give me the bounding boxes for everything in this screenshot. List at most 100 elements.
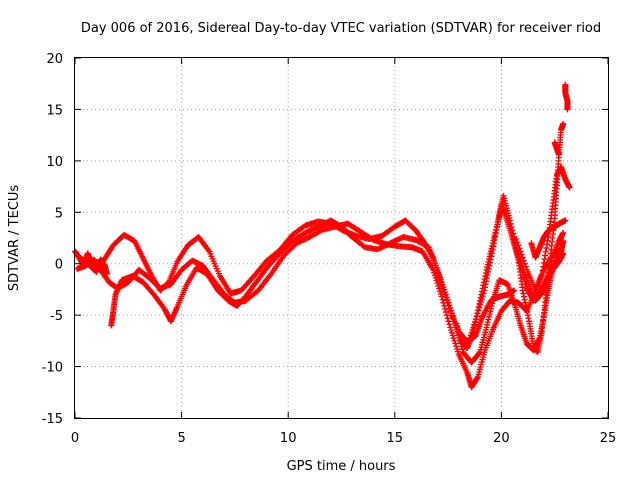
- data-point: [560, 229, 567, 236]
- y-tick-label: 0: [55, 258, 63, 273]
- data-point: [448, 310, 455, 317]
- data-point: [474, 310, 481, 317]
- data-point: [518, 251, 525, 258]
- data-point: [450, 315, 457, 322]
- data-point: [515, 242, 522, 249]
- data-point: [444, 315, 451, 322]
- data-point: [522, 263, 529, 270]
- x-tick-label: 5: [177, 431, 185, 446]
- y-tick-label: -5: [50, 309, 63, 324]
- data-point: [454, 348, 461, 355]
- data-point: [466, 334, 473, 341]
- data-point: [434, 280, 441, 287]
- series-track-9: [551, 139, 562, 158]
- data-point: [444, 296, 451, 303]
- data-point: [473, 313, 480, 320]
- data-point: [440, 299, 447, 306]
- data-point: [448, 329, 455, 336]
- series-track-11: [72, 248, 110, 277]
- x-axis-label: GPS time / hours: [287, 459, 396, 474]
- data-point: [449, 332, 456, 339]
- data-point: [441, 302, 448, 309]
- data-point: [514, 239, 521, 246]
- data-point: [465, 337, 472, 344]
- data-point: [454, 345, 461, 352]
- data-point: [442, 291, 449, 298]
- data-point: [451, 337, 458, 344]
- data-point: [468, 329, 475, 336]
- data-point: [448, 327, 455, 334]
- data-point: [439, 296, 446, 303]
- data-point: [476, 304, 483, 311]
- data-point: [477, 301, 484, 308]
- data-point: [448, 307, 455, 314]
- data-point: [517, 248, 524, 255]
- data-point: [465, 340, 472, 347]
- y-tick-label: -10: [42, 361, 63, 376]
- y-axis-label: SDTVAR / TECUs: [7, 185, 22, 292]
- data-point: [478, 296, 485, 303]
- data-point: [103, 271, 110, 277]
- data-point: [433, 277, 440, 284]
- grid-lines: [75, 58, 608, 418]
- series-track-3: [108, 192, 567, 352]
- data-point: [435, 282, 442, 289]
- data-point: [519, 254, 526, 261]
- x-tick-label: 15: [387, 431, 404, 446]
- data-point: [450, 335, 457, 342]
- data-point: [513, 236, 520, 243]
- x-tick-label: 20: [493, 431, 510, 446]
- data-point: [469, 326, 476, 333]
- data-point: [437, 290, 444, 297]
- data-point: [452, 340, 459, 347]
- data-point: [516, 245, 523, 252]
- data-point: [436, 288, 443, 295]
- axes: 0 5 10 15 20 25 -15 -10 -5 0 5 10 15 20: [42, 52, 617, 446]
- data-point: [446, 321, 453, 328]
- x-tick-label: 10: [280, 431, 297, 446]
- data-point: [447, 324, 454, 331]
- data-point: [436, 285, 443, 292]
- data-point: [566, 184, 573, 191]
- data-point: [443, 294, 450, 301]
- data-point: [479, 293, 486, 300]
- data-point: [442, 309, 449, 316]
- data-point: [475, 307, 482, 314]
- series-track-10: [562, 81, 571, 113]
- data-point: [447, 304, 454, 311]
- series-track-8: [528, 217, 569, 261]
- series-track-7: [513, 164, 573, 294]
- data-point: [480, 290, 487, 297]
- y-tick-label: 5: [55, 206, 63, 221]
- data-point: [446, 302, 453, 309]
- data-point: [453, 343, 460, 350]
- data-point: [464, 343, 471, 349]
- data-point: [521, 260, 528, 267]
- data-point: [438, 293, 445, 300]
- data-point: [471, 321, 478, 328]
- plot-frame: [74, 57, 609, 419]
- data-point: [445, 299, 452, 306]
- data-point: [470, 324, 477, 331]
- data-point: [560, 120, 567, 127]
- data-point: [449, 312, 456, 319]
- y-tick-label: 15: [46, 103, 63, 118]
- data-point: [564, 106, 571, 113]
- data-point: [467, 332, 474, 339]
- x-tick-label: 25: [600, 431, 617, 446]
- data-point: [471, 318, 478, 325]
- y-tick-label: 10: [46, 155, 63, 170]
- data-point: [520, 257, 527, 264]
- data-point: [477, 298, 484, 305]
- data-marks: [72, 81, 573, 391]
- data-point: [472, 316, 479, 323]
- data-point: [555, 151, 562, 158]
- data-point: [442, 305, 449, 312]
- y-tick-label: -15: [42, 412, 63, 427]
- chart-title: Day 006 of 2016, Sidereal Day-to-day VTE…: [81, 21, 601, 36]
- y-tick-label: 20: [46, 52, 63, 67]
- data-point: [476, 350, 483, 357]
- x-tick-label: 0: [71, 431, 79, 446]
- data-point: [560, 238, 567, 245]
